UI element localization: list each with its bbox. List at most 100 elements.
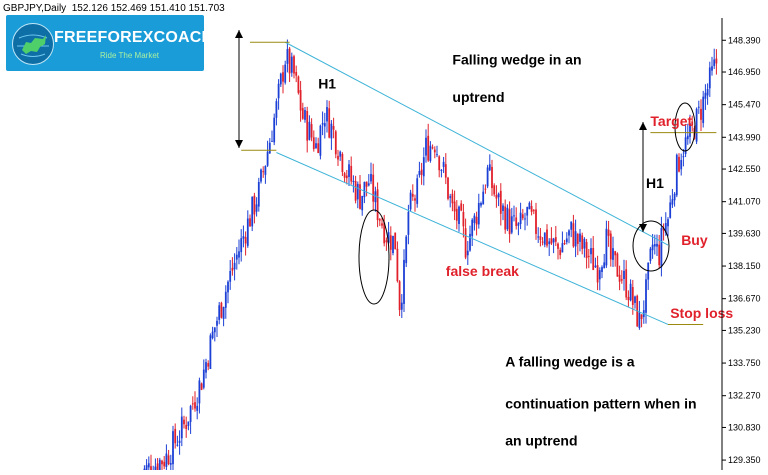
bear-candle	[460, 203, 463, 211]
bear-candle	[207, 363, 210, 367]
bull-candle	[684, 137, 687, 155]
bear-candle	[385, 240, 388, 243]
bear-candle	[640, 314, 643, 320]
bull-candle	[603, 262, 606, 269]
h1-right-arrow-up	[639, 122, 647, 130]
bull-candle	[286, 49, 289, 64]
bull-candle	[422, 157, 425, 177]
bull-candle	[158, 459, 161, 474]
y-tick-label: 136.670	[728, 294, 761, 304]
bear-candle	[541, 241, 544, 243]
bull-candle	[323, 123, 326, 127]
pattern-lines-layer	[241, 41, 717, 325]
bull-candle	[321, 123, 324, 125]
bull-globe-icon	[12, 23, 54, 65]
bull-candle	[202, 369, 205, 388]
h1-right-arrow-down	[639, 224, 647, 232]
bull-candle	[488, 164, 491, 171]
bull-candle	[440, 169, 443, 171]
bull-candle	[315, 143, 317, 148]
logo-tagline: Ride The Market	[100, 51, 159, 60]
bear-candle	[508, 209, 511, 235]
bear-candle	[183, 419, 185, 425]
annotation-label: uptrend	[452, 89, 504, 105]
bear-candle	[535, 209, 537, 234]
false-break-circle	[358, 209, 390, 305]
bear-candle	[607, 229, 610, 236]
bear-candle	[301, 108, 304, 119]
bear-candle	[563, 242, 566, 244]
annotation-label: Buy	[681, 232, 708, 248]
bull-candle	[233, 262, 236, 270]
bear-candle	[530, 206, 533, 212]
bull-candle	[713, 59, 716, 66]
bull-candle	[469, 233, 471, 251]
bear-candle	[715, 58, 718, 64]
bull-candle	[189, 405, 192, 422]
markup-layer	[235, 30, 696, 305]
bear-candle	[592, 248, 595, 270]
bull-candle	[418, 171, 421, 176]
bear-candle	[495, 194, 498, 199]
bear-candle	[345, 175, 348, 179]
bull-candle	[482, 191, 485, 205]
bear-candle	[288, 48, 291, 74]
bull-candle	[308, 121, 311, 140]
annotation-label: H1	[318, 76, 336, 92]
bear-candle	[332, 126, 335, 130]
bull-candle	[590, 248, 592, 255]
bear-candle	[293, 56, 295, 74]
annotation-label: false break	[446, 263, 519, 279]
bear-candle	[691, 121, 694, 126]
bull-candle	[638, 312, 641, 328]
bull-candle	[407, 211, 410, 235]
annotation-label: Stop loss	[670, 305, 733, 321]
bull-candle	[486, 167, 489, 187]
bear-candle	[447, 177, 449, 199]
ohlc-close: 151.703	[188, 3, 225, 14]
bear-candle	[372, 174, 375, 202]
bull-candle	[229, 270, 232, 282]
bull-candle	[165, 453, 168, 467]
bear-candle	[341, 153, 344, 173]
bull-candle	[198, 380, 201, 404]
bull-candle	[240, 238, 243, 253]
bull-candle	[319, 125, 322, 156]
bear-candle	[475, 216, 478, 225]
bull-candle	[510, 216, 513, 233]
y-tick-label: 129.350	[728, 455, 761, 465]
bear-candle	[253, 195, 256, 215]
bear-candle	[438, 156, 441, 171]
bear-candle	[299, 90, 302, 111]
bear-candle	[625, 269, 628, 298]
bull-candle	[176, 444, 179, 446]
bear-candle	[381, 223, 383, 226]
bear-candle	[262, 171, 265, 173]
bear-candle	[627, 296, 630, 301]
bull-candle	[598, 270, 601, 280]
bear-candle	[297, 76, 300, 93]
bull-candle	[612, 248, 614, 260]
bear-candle	[557, 243, 559, 249]
bear-candle	[174, 428, 177, 444]
bull-candle	[543, 232, 546, 245]
bear-candle	[662, 227, 665, 231]
bear-candle	[185, 424, 188, 429]
y-tick-label: 138.150	[728, 261, 761, 271]
bull-candle	[370, 173, 372, 182]
annotation-label: Falling wedge in an	[452, 51, 581, 67]
bull-candle	[526, 207, 529, 216]
bull-candle	[704, 92, 707, 99]
bull-candle	[634, 296, 636, 303]
bear-candle	[411, 193, 414, 197]
bull-candle	[416, 178, 419, 204]
bull-candle	[178, 440, 181, 443]
y-tick-label: 130.830	[728, 422, 761, 432]
bull-candle	[673, 193, 676, 201]
bear-candle	[295, 71, 298, 76]
h1-left-arrow-up	[235, 30, 243, 38]
bull-candle	[213, 327, 216, 333]
wedge-lower-line	[276, 152, 669, 325]
bear-candle	[499, 190, 502, 214]
bear-candle	[587, 255, 590, 257]
